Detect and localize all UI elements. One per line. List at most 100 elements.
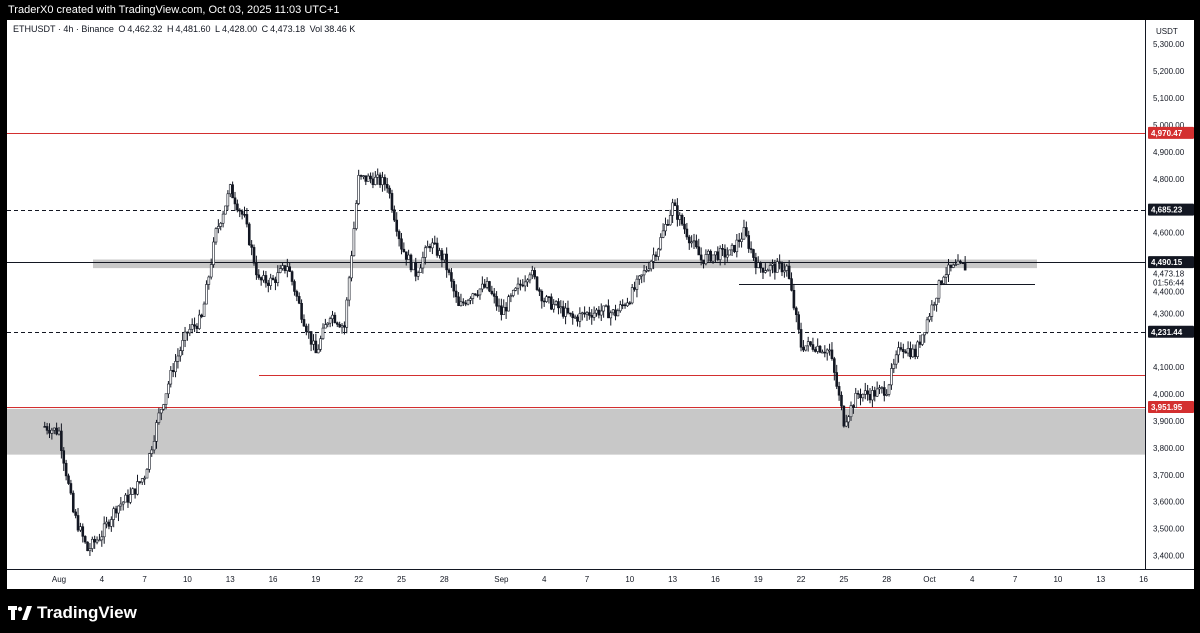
candle-body bbox=[673, 202, 677, 206]
candle-body bbox=[200, 314, 203, 317]
candle-body bbox=[804, 345, 808, 351]
candle-body bbox=[802, 346, 805, 351]
candle-body bbox=[205, 284, 208, 305]
price-tag-4 bbox=[1148, 401, 1194, 414]
candle-body bbox=[735, 239, 739, 253]
candle-body bbox=[79, 526, 82, 531]
candle-body bbox=[145, 469, 149, 479]
price-chart[interactable]: USDT 5,300.00 5,200.00 5,100.00 5,000.00 4,90… bbox=[7, 20, 1194, 589]
candle-body bbox=[737, 239, 741, 242]
candle-body bbox=[369, 175, 372, 180]
candle-body bbox=[412, 262, 415, 271]
candle-body bbox=[164, 393, 168, 405]
candle-body bbox=[516, 283, 520, 289]
candle-body bbox=[844, 421, 848, 427]
candle-body bbox=[257, 274, 261, 278]
candle-body bbox=[511, 290, 515, 296]
candle-body bbox=[640, 274, 643, 277]
candle-body bbox=[726, 254, 729, 258]
candle-body bbox=[435, 242, 439, 256]
time-tick-label-20: Oct bbox=[923, 575, 936, 584]
candle-body bbox=[276, 272, 280, 283]
candle-body bbox=[445, 253, 448, 271]
candle-body bbox=[324, 324, 327, 329]
price-tick-label-15: 3,400.00 bbox=[1153, 552, 1185, 561]
candle-body bbox=[828, 349, 831, 352]
price-tick-label-1: 5,200.00 bbox=[1153, 67, 1185, 76]
time-tick-label-22: 7 bbox=[1013, 575, 1018, 584]
candle-body bbox=[347, 277, 351, 301]
candle-body bbox=[657, 248, 660, 257]
candle-body bbox=[856, 393, 860, 395]
legend-close-value: 4,473.18 bbox=[270, 24, 306, 34]
candle-body bbox=[188, 328, 192, 334]
tradingview-logo[interactable]: TradingView bbox=[8, 603, 137, 623]
candle-body bbox=[550, 296, 553, 310]
zone-1 bbox=[7, 408, 1145, 455]
chart-frame[interactable]: USDT 5,300.00 5,200.00 5,100.00 5,000.00 4,90… bbox=[7, 20, 1194, 589]
candle-body bbox=[885, 394, 888, 396]
candle-body bbox=[469, 298, 472, 301]
candle-body bbox=[904, 351, 907, 354]
legend-low-value: 4,428.00 bbox=[222, 24, 258, 34]
time-tick-label-1: 4 bbox=[100, 575, 105, 584]
candle-body bbox=[488, 281, 491, 292]
candle-body bbox=[440, 250, 444, 261]
candle-body bbox=[792, 289, 796, 309]
candle-body bbox=[183, 331, 187, 341]
candle-body bbox=[842, 405, 846, 427]
candle-body bbox=[514, 287, 517, 291]
candle-body bbox=[252, 247, 256, 264]
candle-body bbox=[590, 315, 594, 318]
candle-body bbox=[759, 262, 762, 269]
legend-high-label: H bbox=[166, 24, 174, 34]
candle-body bbox=[595, 309, 598, 314]
candle-body bbox=[473, 293, 477, 296]
bottom-bar: TradingView bbox=[0, 589, 1200, 633]
candle-body bbox=[452, 280, 456, 292]
candle-body bbox=[678, 214, 682, 220]
candle-body bbox=[495, 296, 498, 307]
candle-body bbox=[214, 228, 218, 243]
candle-body bbox=[283, 265, 287, 271]
price-tick-label-9: 4,000.00 bbox=[1153, 390, 1185, 399]
candle-body bbox=[504, 306, 508, 312]
candle-body bbox=[95, 539, 99, 543]
candle-body bbox=[894, 354, 898, 365]
time-tick-label-8: 25 bbox=[397, 575, 406, 584]
candle-body bbox=[723, 248, 727, 258]
price-tick-label-4: 4,900.00 bbox=[1153, 148, 1185, 157]
candle-body bbox=[302, 319, 306, 327]
countdown-label: 01:56:44 bbox=[1153, 279, 1185, 288]
candle-body bbox=[583, 312, 586, 315]
candle-body bbox=[281, 265, 284, 269]
time-tick-label-4: 13 bbox=[226, 575, 235, 584]
candle-body bbox=[126, 494, 130, 503]
candle-body bbox=[345, 299, 349, 328]
candle-body bbox=[492, 293, 496, 297]
candle-body bbox=[882, 387, 886, 396]
candle-body bbox=[680, 214, 684, 225]
candle-body bbox=[618, 304, 622, 312]
candle-body bbox=[243, 214, 246, 216]
candle-body bbox=[852, 405, 855, 408]
candle-body bbox=[288, 266, 291, 272]
candle-body bbox=[269, 277, 272, 286]
candle-body bbox=[692, 240, 696, 243]
candle-body bbox=[62, 450, 66, 464]
candle-body bbox=[152, 440, 156, 451]
candle-body bbox=[849, 405, 853, 418]
candle-body bbox=[932, 304, 936, 306]
candle-body bbox=[837, 386, 841, 396]
time-tick-label-18: 25 bbox=[839, 575, 848, 584]
candle-body bbox=[481, 283, 484, 290]
candle-body bbox=[859, 394, 862, 399]
candle-body bbox=[780, 262, 784, 273]
candle-body bbox=[785, 265, 789, 271]
candle-body bbox=[442, 253, 446, 261]
candle-body bbox=[490, 290, 494, 295]
candle-body bbox=[814, 349, 817, 352]
legend-symbol: ETHUSDT · 4h · Binance bbox=[13, 24, 114, 34]
candle-body bbox=[913, 348, 917, 357]
candle-body bbox=[942, 276, 946, 284]
